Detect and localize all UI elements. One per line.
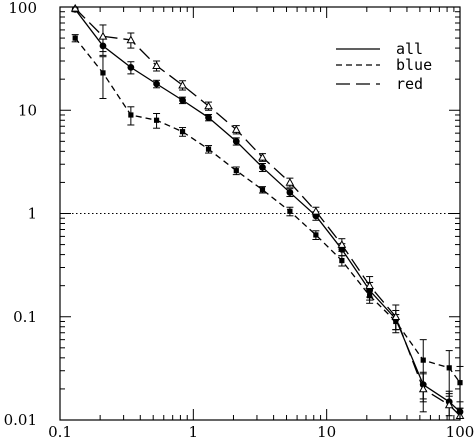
data-point (179, 129, 186, 135)
series-layer (70, 3, 465, 421)
data-point (178, 80, 187, 89)
data-point (285, 177, 295, 186)
y-tick-label: 0.01 (4, 411, 37, 429)
x-tick-label: 1 (189, 423, 199, 440)
data-point (418, 384, 428, 393)
y-tick-label: 1 (27, 205, 37, 223)
data-point (205, 114, 212, 121)
series-line-blue (74, 37, 461, 384)
data-point (313, 232, 319, 238)
data-point (204, 101, 213, 110)
data-point (420, 357, 426, 363)
legend-label-blue: blue (396, 56, 432, 74)
data-point (337, 240, 347, 248)
data-point (72, 35, 78, 41)
data-point (287, 208, 293, 214)
data-point (391, 312, 401, 321)
data-point (98, 31, 108, 40)
data-point (127, 64, 135, 71)
legend-label-all: all (396, 40, 423, 58)
ticks-layer (59, 6, 461, 421)
y-tick-label: 100 (8, 0, 37, 17)
legend-label-red: red (396, 75, 423, 93)
data-point (232, 137, 240, 145)
data-point (286, 189, 294, 196)
data-point (153, 80, 160, 88)
data-point (231, 125, 241, 133)
data-point (152, 61, 161, 70)
x-tick-label: 100 (446, 423, 474, 440)
data-point (70, 3, 80, 12)
data-point (205, 146, 212, 152)
data-point (365, 281, 374, 289)
y-tick-label: 0.1 (13, 308, 37, 326)
data-point (339, 257, 345, 264)
series-red (70, 3, 465, 421)
data-point (258, 152, 267, 161)
data-point (311, 206, 321, 215)
data-point (444, 400, 454, 409)
data-point (259, 163, 266, 171)
data-point (446, 365, 452, 371)
plot-frame (59, 6, 461, 421)
x-tick-label: 10 (317, 423, 336, 440)
x-tick-label: 0.1 (48, 423, 72, 440)
data-point (233, 168, 239, 174)
y-tick-label: 10 (18, 101, 37, 119)
series-line-red (74, 7, 461, 417)
data-point (126, 35, 136, 44)
data-point (179, 96, 186, 104)
data-point (128, 112, 134, 118)
data-point (259, 187, 266, 193)
tick-labels-layer: 0.1 1 10 100 0.01 0.1 1 10 100 (4, 0, 474, 440)
data-point (100, 70, 106, 76)
data-point (153, 117, 160, 123)
